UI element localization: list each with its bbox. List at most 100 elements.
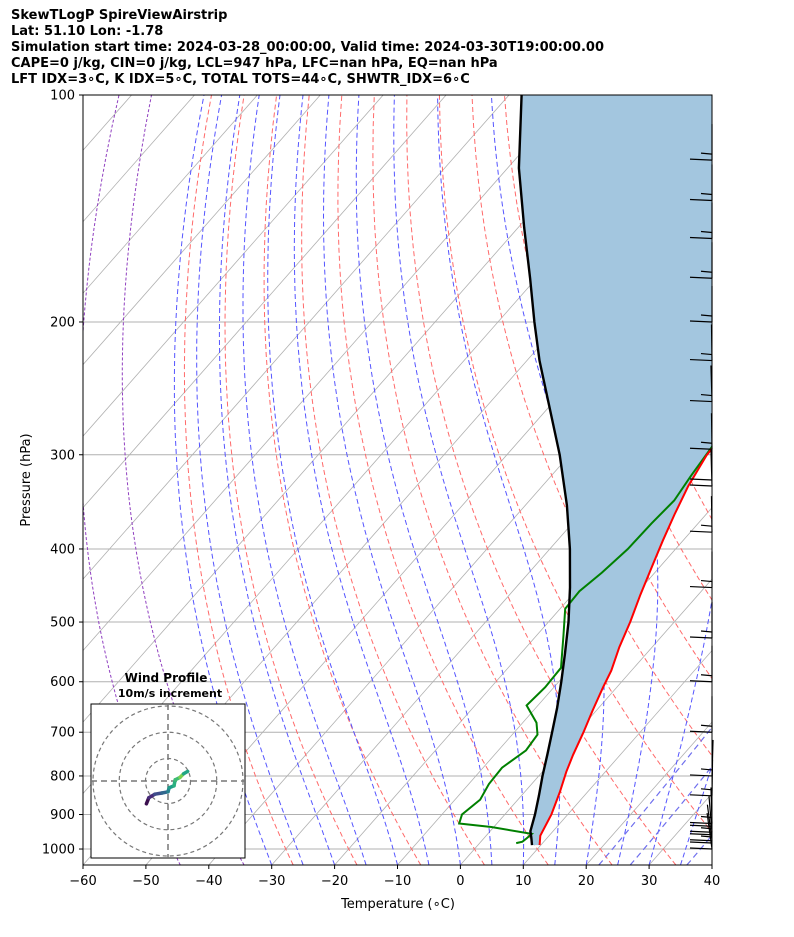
- dewpoint-profile: [457, 445, 712, 845]
- hodograph: [91, 704, 245, 858]
- wind-barb: [689, 812, 713, 850]
- moist-adiabat-line: [293, 95, 430, 865]
- wind-barb: [689, 602, 713, 639]
- isotherm-line: [775, 95, 794, 865]
- wind-barb: [689, 496, 713, 533]
- reference-adiabat-line: [83, 95, 181, 865]
- wind-barb: [689, 202, 713, 240]
- isotherm-line: [585, 721, 712, 865]
- moist-adiabat-line: [218, 95, 336, 865]
- dry-adiabat-line: [372, 95, 613, 865]
- barb-half-feather: [700, 815, 713, 819]
- barb-full-feather: [689, 484, 713, 487]
- barb-full-feather: [689, 833, 713, 836]
- dry-adiabat-line: [732, 95, 794, 865]
- x-tick-label: −30: [258, 874, 285, 889]
- cin-cape-shading: [518, 95, 712, 846]
- dry-adiabat-line: [183, 95, 294, 865]
- barb-full-feather: [689, 478, 713, 481]
- moist-adiabat-line: [196, 95, 304, 865]
- x-tick-label: −40: [195, 874, 222, 889]
- moist-adiabat-line: [711, 863, 712, 865]
- isotherm-line: [0, 95, 6, 865]
- barb-full-feather: [689, 730, 713, 733]
- barb-full-feather: [689, 824, 713, 827]
- isotherm-line: [0, 95, 69, 865]
- isotherm-line: [83, 95, 510, 580]
- barb-full-feather: [689, 794, 713, 797]
- temperature-profile: [538, 447, 712, 846]
- y-tick-label: 400: [50, 542, 75, 557]
- sounding-profiles: [457, 95, 712, 846]
- barb-half-feather: [700, 724, 713, 727]
- figure-title: SkewTLogP SpireViewAirstrip: [11, 8, 228, 23]
- barb-staff: [710, 413, 713, 450]
- hodograph-segment: [181, 769, 190, 776]
- barb-half-feather: [700, 630, 713, 633]
- barb-staff: [710, 496, 713, 533]
- barb-full-feather: [689, 530, 713, 533]
- dry-adiabat-line: [224, 95, 358, 865]
- barb-half-feather: [700, 768, 713, 771]
- wind-barbs: [689, 124, 714, 850]
- moist-adiabat-line: [393, 95, 525, 865]
- barb-half-feather: [700, 579, 713, 583]
- location-line: Lat: 51.10 Lon: -1.78: [11, 24, 164, 39]
- x-tick-label: 20: [578, 874, 595, 889]
- isotherm-line: [83, 95, 258, 294]
- isotherm-line: [83, 95, 321, 366]
- dry-adiabat-line: [301, 95, 485, 865]
- wind-barb: [689, 324, 713, 362]
- x-tick-label: 10: [515, 874, 532, 889]
- barb-full-feather: [689, 636, 713, 639]
- moist-adiabat-line: [173, 95, 273, 865]
- barb-half-feather: [700, 835, 713, 838]
- barb-full-feather: [689, 680, 713, 683]
- inset-title: Wind Profile: [125, 671, 208, 685]
- barb-full-feather: [689, 841, 713, 844]
- wind-barb: [689, 164, 713, 202]
- parcel-profile: [517, 95, 572, 846]
- wind-barb: [689, 696, 713, 733]
- barb-full-feather: [689, 399, 713, 403]
- y-tick-label: 200: [50, 315, 75, 330]
- moist-adiabat-line: [267, 95, 398, 865]
- barb-full-feather: [689, 839, 713, 842]
- x-tick-label: −10: [384, 874, 411, 889]
- isotherm-line: [522, 649, 712, 865]
- x-axis-label: Temperature (∘C): [340, 897, 455, 912]
- barb-full-feather: [689, 447, 713, 450]
- isotherm-line: [397, 507, 712, 865]
- wind-barb: [689, 804, 713, 842]
- wind-barb: [689, 787, 713, 825]
- y-tick-label: 600: [50, 675, 75, 690]
- barb-half-feather: [700, 524, 713, 527]
- x-tick-label: −20: [321, 874, 348, 889]
- dry-adiabat-line: [471, 95, 712, 757]
- barb-half-feather: [700, 230, 713, 234]
- inset-subtitle: 10m/s increment: [118, 687, 222, 700]
- wind-barb: [689, 365, 713, 403]
- moist-adiabat-line: [242, 95, 367, 865]
- x-tick-label: 0: [456, 874, 464, 889]
- x-tick-label: 40: [704, 874, 721, 889]
- dry-adiabat-line: [263, 95, 422, 865]
- wind-barb: [689, 796, 713, 833]
- barb-half-feather: [700, 827, 713, 830]
- isotherm-line: [83, 95, 573, 652]
- wind-barb: [689, 645, 713, 683]
- barb-full-feather: [689, 320, 713, 323]
- moist-adiabat-line: [322, 95, 461, 865]
- y-tick-label: 800: [50, 769, 75, 784]
- isotherm-line: [83, 95, 636, 723]
- indices-line-2: LFT IDX=3∘C, K IDX=5∘C, TOTAL TOTS=44∘C,…: [11, 72, 470, 87]
- y-tick-label: 900: [50, 808, 75, 823]
- barb-full-feather: [689, 236, 713, 240]
- barb-full-feather: [689, 847, 713, 850]
- y-axis-label: Pressure (hPa): [19, 433, 34, 526]
- barb-full-feather: [689, 821, 713, 825]
- y-tick-label: 1000: [42, 843, 75, 858]
- indices-line-1: CAPE=0 j/kg, CIN=0 j/kg, LCL=947 hPa, LF…: [11, 56, 498, 71]
- barb-full-feather: [689, 158, 713, 161]
